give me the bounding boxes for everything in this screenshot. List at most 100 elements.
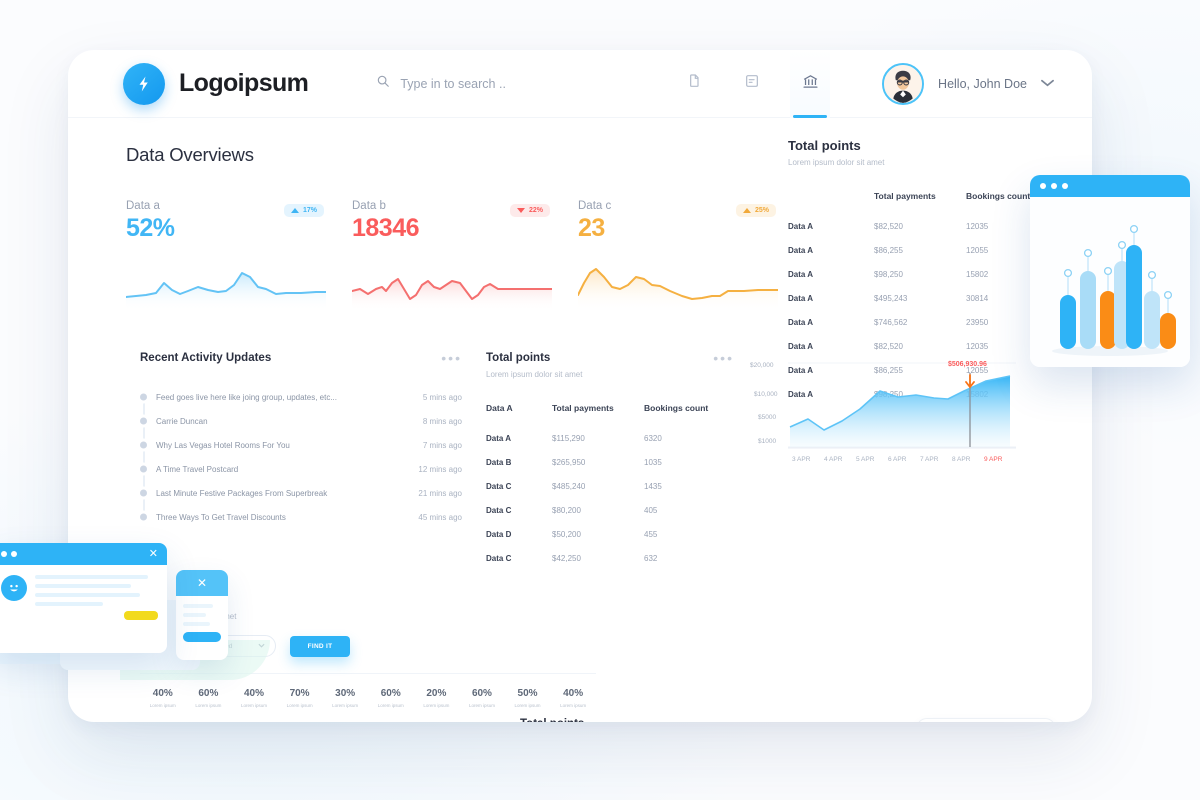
y-tick-label: $20,000 — [750, 362, 774, 369]
cell-name: Data A — [788, 389, 814, 399]
timeline-dot-icon — [140, 513, 147, 521]
placeholder-lines — [35, 575, 158, 620]
placeholder-button-yellow[interactable] — [124, 611, 158, 620]
stat-item: 40% Lorem ipsum — [140, 688, 186, 709]
file-copy-icon — [686, 73, 702, 94]
table-row[interactable]: Data C $42,250 632 — [486, 546, 734, 570]
cell-bookings: 1035 — [644, 457, 662, 467]
stat-item: 60% Lorem ipsum — [459, 688, 505, 709]
cell-bookings: 12035 — [966, 341, 989, 351]
window-dot-icon — [1051, 183, 1057, 189]
find-it-button[interactable]: FIND IT — [290, 635, 350, 657]
table-row[interactable]: Data C $485,240 1435 — [486, 474, 734, 498]
table-row[interactable]: Data D $50,200 455 — [486, 522, 734, 546]
cell-payments: $50,200 — [552, 529, 581, 539]
nav-item-bank[interactable] — [790, 50, 831, 118]
card-title: Total points — [486, 352, 551, 364]
cell-name: Data C — [486, 481, 512, 491]
cell-payments: $82,520 — [874, 221, 903, 231]
nav-item-file-copy[interactable] — [674, 50, 714, 118]
table-row[interactable]: Data A $82,520 12035 — [788, 214, 1056, 238]
placeholder-button[interactable] — [183, 632, 221, 642]
brand-logo[interactable]: Logoipsum — [123, 62, 309, 105]
stat-caption: Lorem ipsum — [560, 703, 587, 708]
stat-caption: Lorem ipsum — [332, 703, 359, 708]
arrow-down-marker — [965, 374, 975, 389]
table-header-row: Total payments Bookings count — [788, 191, 1056, 214]
placeholder-line — [35, 575, 149, 579]
more-horizontal-icon[interactable]: ••• — [441, 350, 462, 366]
cell-name: Data C — [486, 553, 512, 563]
stat-item: 60% Lorem ipsum — [186, 688, 232, 709]
placeholder-line — [35, 602, 103, 606]
bar-group — [1144, 270, 1160, 349]
list-item[interactable]: A Time Travel Postcard 12 mins ago — [140, 457, 462, 481]
window-dot-icon — [1040, 183, 1046, 189]
stat-caption: Lorem ipsum — [149, 703, 176, 708]
sparkline-data-a — [126, 272, 326, 311]
list-item[interactable]: Why Las Vegas Hotel Rooms For You 7 mins… — [140, 433, 462, 457]
area-chart[interactable]: $20,000 $10,000 $5000 $1000 $506,930.96 — [748, 351, 1016, 469]
table-row[interactable]: Data A $86,255 12055 — [788, 358, 1056, 382]
sparkline-data-b — [352, 278, 552, 311]
bank-icon — [802, 73, 819, 95]
close-icon[interactable]: ✕ — [148, 547, 158, 560]
search-input[interactable] — [400, 76, 611, 91]
chevron-down-icon[interactable] — [1041, 78, 1054, 90]
total-points-mid-table: Data A Total payments Bookings count Dat… — [486, 403, 734, 570]
stat-value: 40% — [563, 688, 584, 699]
placeholder-line — [35, 584, 131, 588]
stat-item: 50% Lorem ipsum — [505, 688, 551, 709]
col-header-total-payments: Total payments — [552, 403, 614, 413]
col-header-bookings-count: Bookings count — [966, 191, 1031, 201]
table-row[interactable]: Data A $86,255 12055 — [788, 238, 1056, 262]
placeholder-line — [183, 604, 214, 608]
triangle-up-icon — [742, 208, 751, 213]
activity-text: Feed goes live here like joing group, up… — [156, 392, 337, 402]
page-title: Data Overviews — [126, 144, 254, 165]
y-tick-label: $1000 — [758, 438, 776, 445]
table-row[interactable]: Data A $82,520 12035 — [788, 334, 1056, 358]
stat-value: 60% — [380, 688, 401, 699]
user-avatar — [882, 62, 925, 105]
stat-value: 30% — [335, 688, 356, 699]
kpi-label: Data c — [578, 200, 612, 212]
cell-payments: $746,562 — [874, 317, 908, 327]
cell-bookings: 30814 — [966, 293, 989, 303]
table-row[interactable]: Data C $80,200 405 — [486, 498, 734, 522]
stat-value: 70% — [289, 688, 310, 699]
list-item[interactable]: Three Ways To Get Travel Discounts 45 mi… — [140, 505, 462, 529]
search-icon — [376, 74, 390, 93]
more-horizontal-icon[interactable]: ••• — [713, 350, 734, 366]
table-row[interactable]: Data A $746,562 23950 — [788, 310, 1056, 334]
bar-chart — [1052, 224, 1176, 356]
cell-name: Data A — [486, 433, 512, 443]
kpi-delta-value: 22% — [528, 207, 543, 214]
card-subtitle: Lorem ipsum dolor sit amet — [486, 370, 583, 379]
brand-name: Logoipsum — [179, 69, 309, 97]
table-row[interactable]: Data B $265,950 1035 — [486, 450, 734, 474]
stat-item: 20% Lorem ipsum — [414, 688, 460, 709]
panel-title: Total points — [788, 138, 861, 153]
kpi-delta-value: 25% — [754, 207, 769, 214]
cell-payments: $80,200 — [552, 505, 581, 515]
table-search-box[interactable]: Searching something here... — [916, 718, 1056, 722]
table-row[interactable]: Data A $115,290 6320 — [486, 426, 734, 450]
nav-item-note-edit[interactable] — [732, 50, 772, 118]
table-row[interactable]: Data A $495,243 30814 — [788, 286, 1056, 310]
note-edit-icon — [744, 73, 760, 94]
table-row[interactable]: Data A $98,250 15802 — [788, 262, 1056, 286]
kpi-value: 23 — [578, 214, 605, 242]
cell-name: Data A — [788, 341, 814, 351]
kpi-card-data-b: Data b 18346 22% — [352, 200, 578, 311]
list-item[interactable]: Carrie Duncan 8 mins ago — [140, 409, 462, 433]
timeline-dot-icon — [140, 441, 147, 449]
list-item[interactable]: Last Minute Festive Packages From Superb… — [140, 481, 462, 505]
cell-bookings: 455 — [644, 529, 658, 539]
placeholder-line — [183, 622, 210, 626]
recent-activity-card: Recent Activity Updates ••• Feed goes li… — [126, 351, 462, 570]
close-icon[interactable]: ✕ — [196, 576, 208, 590]
header-search[interactable] — [376, 74, 611, 93]
user-menu[interactable]: Hello, John Doe — [882, 62, 1092, 105]
list-item[interactable]: Feed goes live here like joing group, up… — [140, 385, 462, 409]
